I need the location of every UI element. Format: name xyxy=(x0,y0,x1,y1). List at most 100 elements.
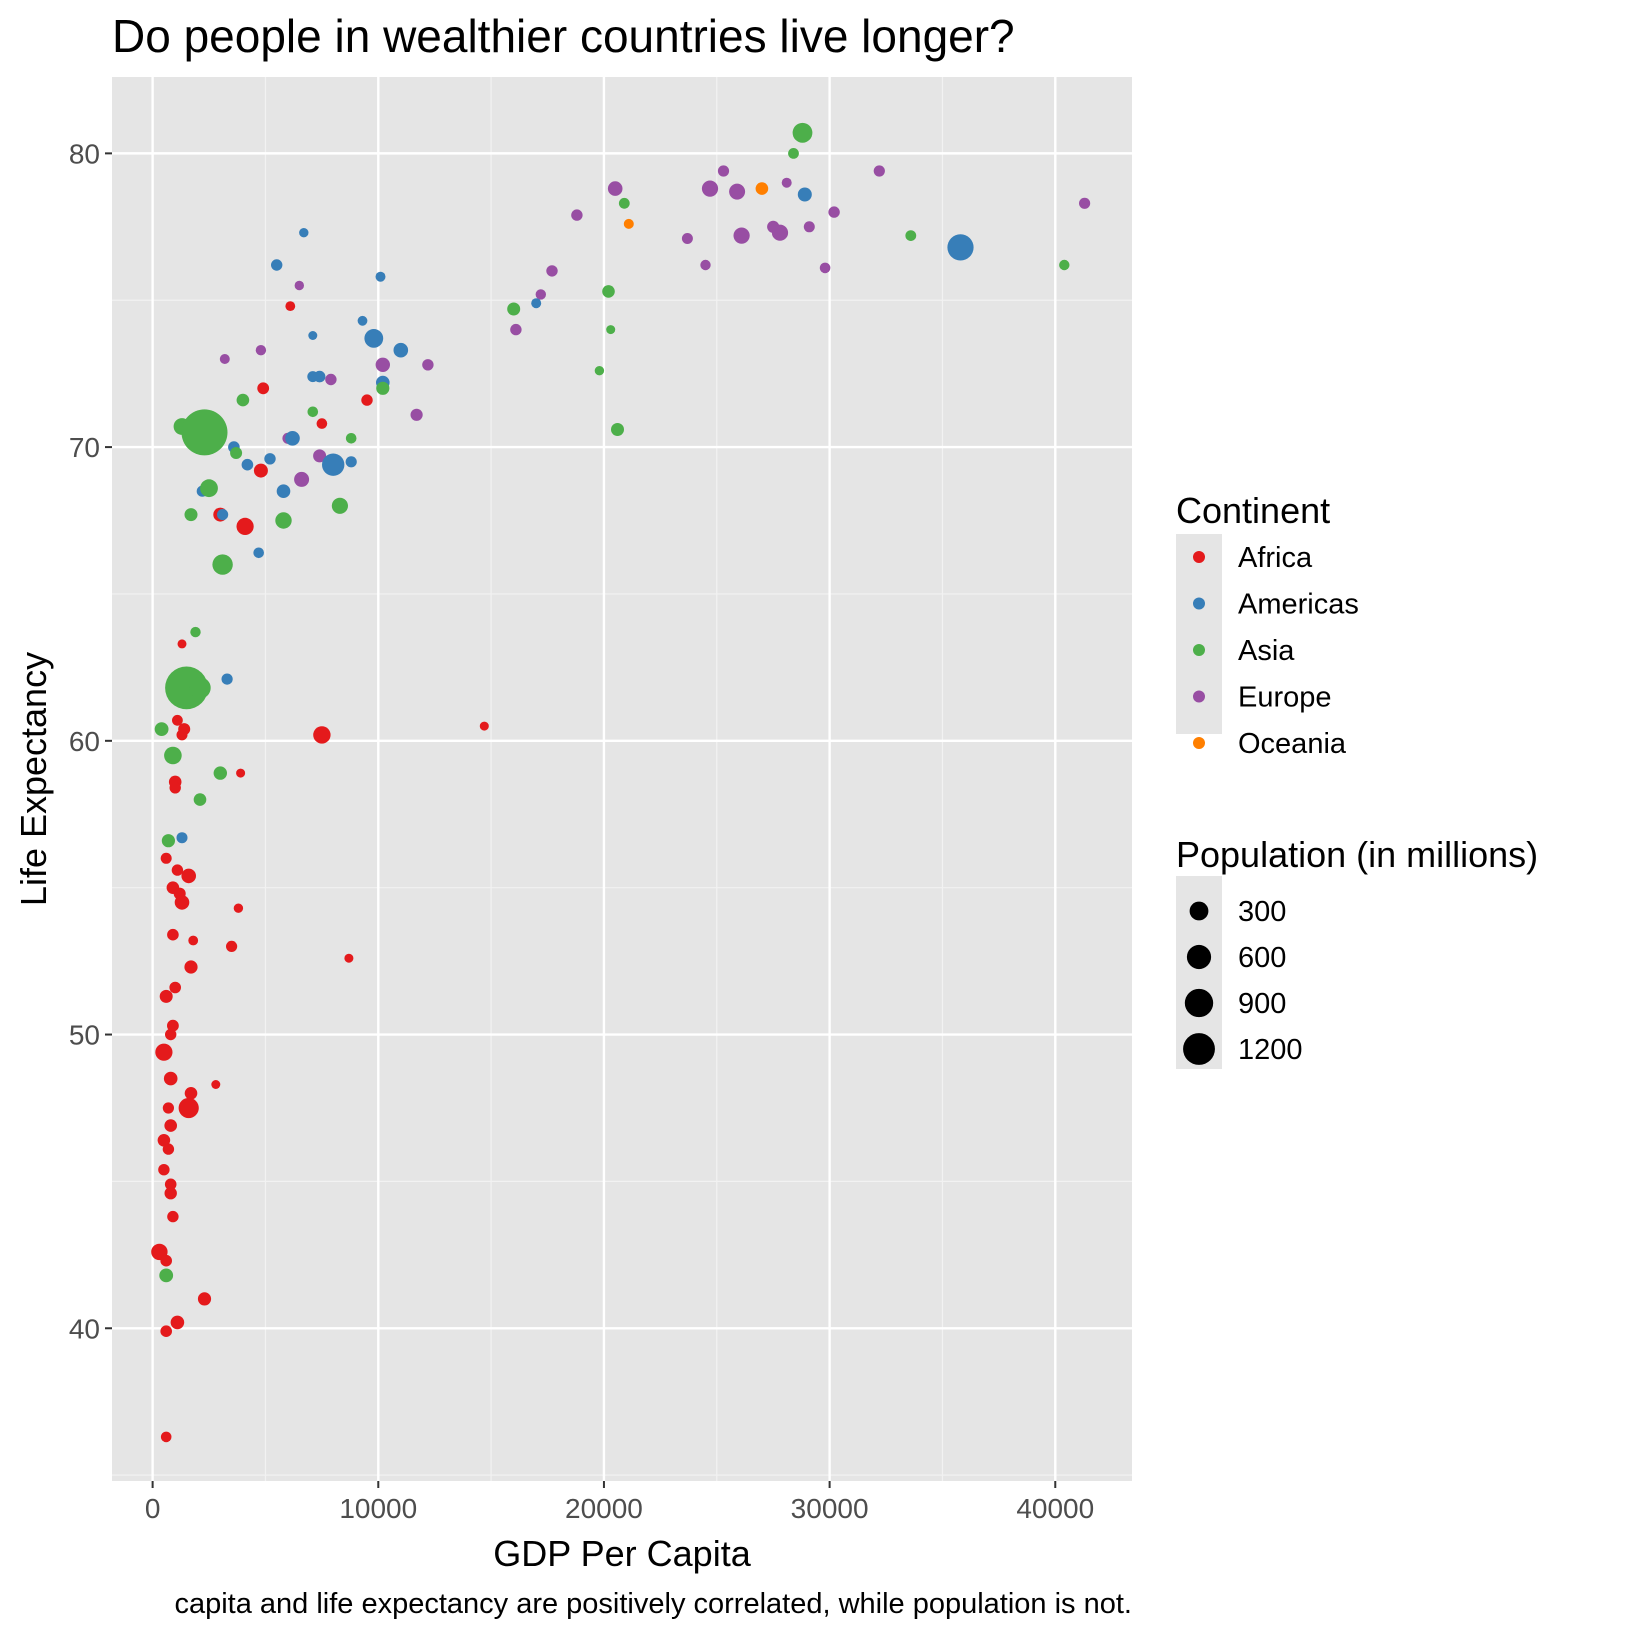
data-point-americas xyxy=(308,331,318,340)
legend-key-americas xyxy=(1193,597,1205,610)
data-point-africa xyxy=(171,864,184,876)
data-point-africa xyxy=(158,1164,170,1176)
data-point-europe xyxy=(571,209,583,221)
data-point-africa xyxy=(164,1187,177,1200)
data-point-africa xyxy=(169,981,181,994)
data-point-americas xyxy=(364,329,384,348)
data-point-asia xyxy=(788,148,799,159)
legend-size-key xyxy=(1186,944,1212,970)
legend-key-oceania xyxy=(1193,737,1205,749)
data-point-europe xyxy=(733,227,750,244)
data-point-americas xyxy=(176,832,188,844)
data-point-asia xyxy=(594,366,605,376)
data-point-africa xyxy=(479,721,489,731)
data-point-americas xyxy=(313,370,326,383)
data-point-europe xyxy=(681,233,693,244)
data-point-asia xyxy=(154,722,169,736)
data-point-africa xyxy=(236,517,254,536)
data-point-africa xyxy=(316,418,328,429)
data-point-europe xyxy=(510,323,522,336)
data-point-americas xyxy=(357,315,368,326)
data-point-asia xyxy=(159,1268,174,1283)
data-point-americas xyxy=(393,342,409,358)
data-point-africa xyxy=(167,928,179,941)
data-point-africa xyxy=(162,1143,175,1155)
legend-label-europe: Europe xyxy=(1238,682,1332,714)
data-point-africa xyxy=(167,1210,179,1223)
data-point-europe xyxy=(255,345,267,356)
data-point-africa xyxy=(174,895,190,910)
data-point-americas xyxy=(271,259,283,271)
legend-size-key xyxy=(1189,901,1209,921)
y-tick-label: 80 xyxy=(69,138,100,169)
data-point-americas xyxy=(217,508,229,521)
data-point-europe xyxy=(313,449,327,463)
data-point-asia xyxy=(213,766,227,780)
chart-caption: capita and life expectancy are positivel… xyxy=(174,1588,1132,1620)
data-point-asia xyxy=(307,406,319,418)
data-point-asia xyxy=(275,512,292,529)
data-point-africa xyxy=(344,953,354,963)
data-point-oceania xyxy=(755,182,769,195)
legend-label-africa: Africa xyxy=(1238,542,1313,574)
data-point-africa xyxy=(164,1178,177,1191)
data-point-americas xyxy=(253,547,264,559)
data-point-americas xyxy=(276,484,291,499)
data-point-africa xyxy=(285,301,296,311)
data-point-africa xyxy=(159,989,173,1003)
data-point-africa xyxy=(177,639,187,649)
data-point-asia xyxy=(165,666,208,710)
data-point-asia xyxy=(184,508,198,522)
data-point-asia xyxy=(618,197,630,209)
data-point-europe xyxy=(294,280,304,291)
data-point-europe xyxy=(535,289,546,300)
data-point-africa xyxy=(184,1087,198,1100)
data-point-africa xyxy=(226,940,238,953)
data-point-africa xyxy=(164,1119,177,1132)
data-point-asia xyxy=(164,746,182,765)
data-point-africa xyxy=(176,729,188,741)
data-point-africa xyxy=(165,1028,177,1041)
data-point-americas xyxy=(264,453,276,465)
data-point-americas xyxy=(241,458,254,471)
x-tick-label: 10000 xyxy=(339,1493,417,1524)
x-axis-title: GDP Per Capita xyxy=(493,1533,751,1574)
data-point-europe xyxy=(219,354,230,364)
data-point-africa xyxy=(313,726,331,744)
legend-label-asia: Asia xyxy=(1238,635,1295,667)
data-point-asia xyxy=(193,793,207,806)
data-point-europe xyxy=(781,177,792,188)
data-point-asia xyxy=(792,122,813,143)
data-point-europe xyxy=(422,359,434,371)
data-point-asia xyxy=(345,433,357,444)
data-point-asia xyxy=(161,834,175,848)
data-point-americas xyxy=(375,271,386,282)
data-point-africa xyxy=(181,868,196,884)
data-point-africa xyxy=(163,1071,178,1086)
grid-major xyxy=(112,77,1132,1481)
x-tick-label: 40000 xyxy=(1016,1493,1094,1524)
data-point-europe xyxy=(803,221,815,233)
data-point-americas xyxy=(797,187,812,202)
data-point-europe xyxy=(771,224,789,241)
legend-size-key xyxy=(1183,1033,1215,1065)
legend-continent-title: Continent xyxy=(1176,490,1330,531)
data-point-africa xyxy=(155,1043,173,1061)
data-point-asia xyxy=(181,409,228,456)
data-point-americas xyxy=(322,453,345,476)
data-point-africa xyxy=(184,960,198,974)
data-point-africa xyxy=(188,935,199,946)
legend-size-label: 900 xyxy=(1238,988,1286,1020)
data-point-europe xyxy=(701,180,719,197)
data-point-americas xyxy=(345,456,357,468)
data-point-europe xyxy=(873,165,885,177)
data-point-europe xyxy=(819,262,831,274)
data-point-africa xyxy=(170,1315,185,1330)
legend-continent: Continent Africa Americas Asia Europe Oceani… xyxy=(1176,490,1359,760)
legend-key-europe xyxy=(1193,690,1205,703)
data-point-africa xyxy=(167,1019,179,1032)
data-point-africa xyxy=(157,1134,171,1147)
data-point-africa xyxy=(233,903,244,913)
data-point-africa xyxy=(160,1254,172,1267)
data-point-americas xyxy=(285,431,300,446)
